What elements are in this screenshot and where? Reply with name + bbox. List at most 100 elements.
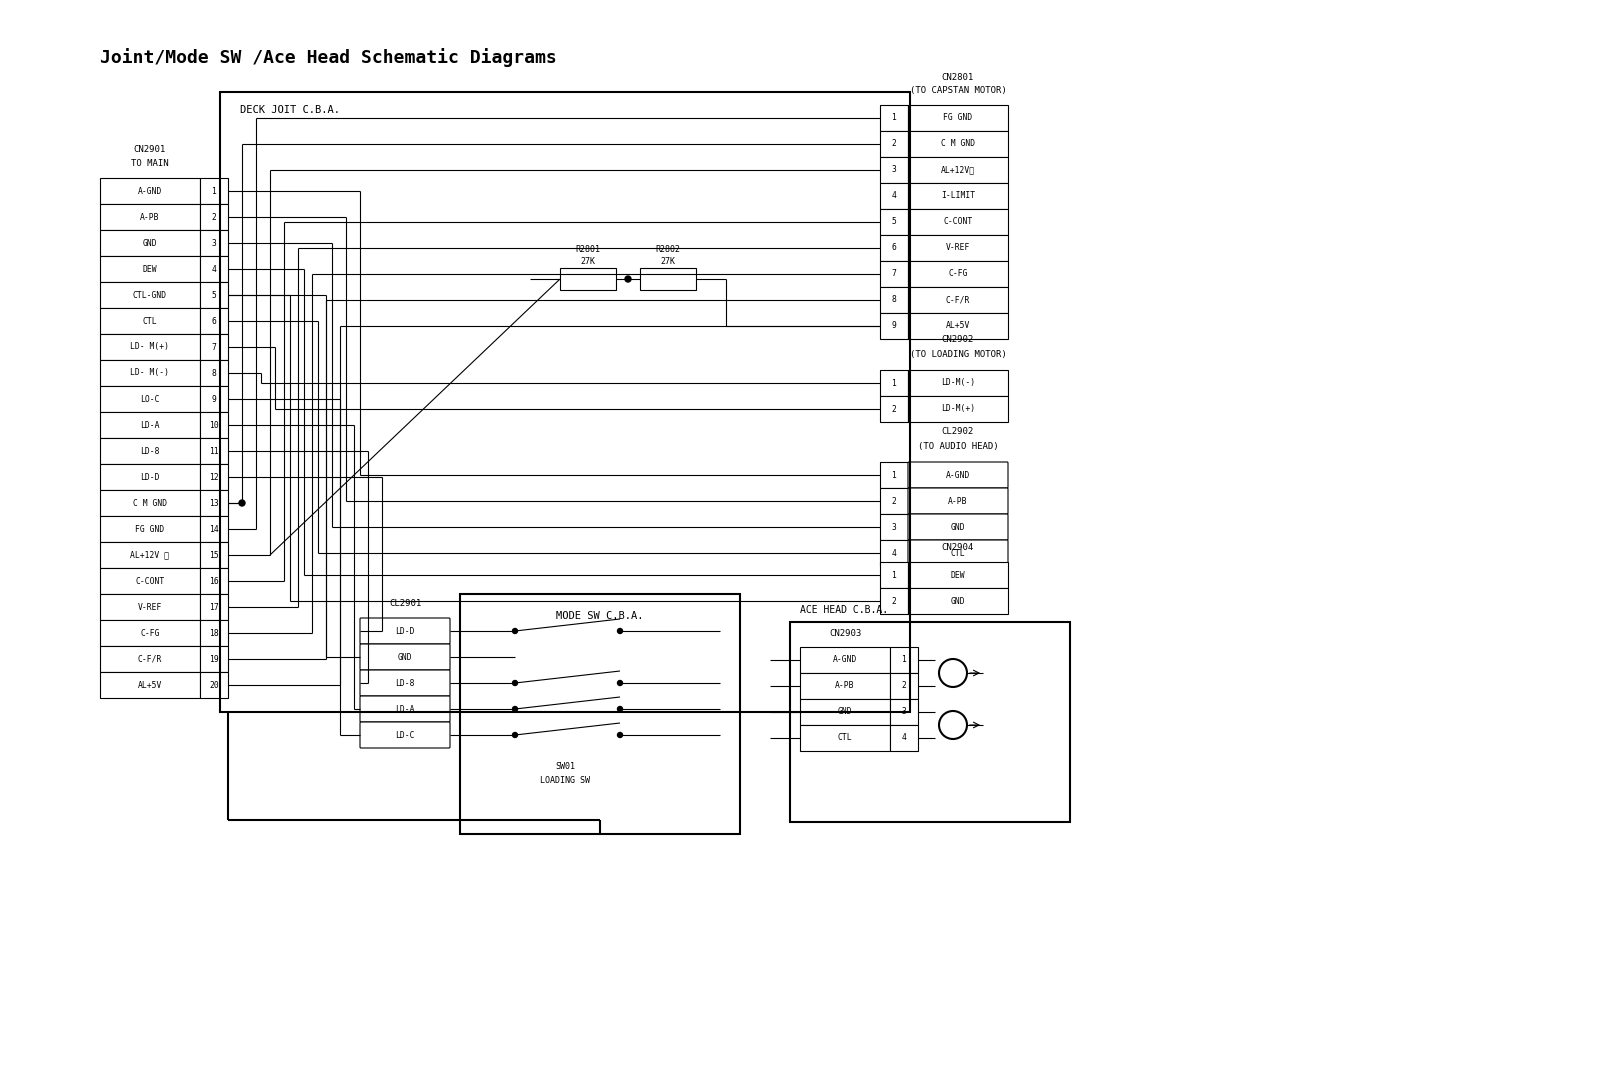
Bar [99,256,200,282]
Circle shape [238,500,245,506]
Bar [99,178,200,204]
Text: C-FG: C-FG [949,270,968,278]
Text: 9: 9 [211,394,216,404]
Text: 4: 4 [891,191,896,201]
Text: 2: 2 [891,497,896,506]
Text: DEW: DEW [142,264,157,273]
Circle shape [939,658,966,687]
Text: C-CONT: C-CONT [136,577,165,585]
Bar [200,438,229,464]
Bar [99,334,200,360]
Bar [99,230,200,256]
Text: LO-C: LO-C [141,394,160,404]
Bar [221,92,910,712]
Bar [99,568,200,594]
Text: CN2801: CN2801 [942,72,974,82]
Bar [200,334,229,360]
Bar [909,235,1008,261]
Text: R2801: R2801 [576,246,600,254]
Bar [200,230,229,256]
Bar [200,620,229,646]
Bar [880,157,909,183]
Bar [909,370,1008,396]
Bar [200,464,229,490]
Bar [880,562,909,587]
Circle shape [512,680,517,686]
Circle shape [618,680,622,686]
Text: LOADING SW: LOADING SW [541,776,590,785]
Text: (TO AUDIO HEAD): (TO AUDIO HEAD) [918,441,998,451]
Bar [99,412,200,438]
Text: I-LIMIT: I-LIMIT [941,191,974,201]
Text: A-PB: A-PB [949,497,968,506]
Text: 2: 2 [891,404,896,414]
Text: AL+5V: AL+5V [946,321,970,331]
Text: C M GND: C M GND [941,140,974,149]
Text: 10: 10 [210,420,219,429]
Bar [99,542,200,568]
Bar [99,646,200,672]
FancyBboxPatch shape [360,644,450,670]
Bar [200,282,229,308]
Bar [880,370,909,396]
Bar [99,517,200,542]
Text: 14: 14 [210,524,219,534]
FancyBboxPatch shape [909,462,1008,488]
Bar [880,462,909,488]
Text: 16: 16 [210,577,219,585]
Bar [880,514,909,541]
Bar [909,157,1008,183]
Bar [880,587,909,614]
Text: AL+5V: AL+5V [138,680,162,689]
Text: V-REF: V-REF [946,244,970,252]
Text: 20: 20 [210,680,219,689]
Bar [909,209,1008,235]
FancyBboxPatch shape [360,670,450,696]
Bar [880,488,909,514]
Text: 5: 5 [891,217,896,226]
Bar [461,594,739,834]
Bar [200,594,229,620]
Bar [99,385,200,412]
Bar [880,261,909,287]
Text: 19: 19 [210,654,219,664]
Text: 5: 5 [211,290,216,299]
Text: AL+12V Ⓜ: AL+12V Ⓜ [131,550,170,559]
FancyBboxPatch shape [909,488,1008,514]
Text: 15: 15 [210,550,219,559]
Bar [200,542,229,568]
Text: CTL: CTL [142,317,157,325]
Bar [99,282,200,308]
Bar [890,725,918,751]
Bar [200,385,229,412]
Bar [909,587,1008,614]
Bar [890,699,918,725]
Text: LD-M(+): LD-M(+) [941,404,974,414]
Text: DECK JOIT C.B.A.: DECK JOIT C.B.A. [240,105,339,115]
Bar [200,204,229,230]
Bar [200,490,229,517]
Bar [200,360,229,385]
Circle shape [939,711,966,739]
Circle shape [618,733,622,737]
Text: LD- M(+): LD- M(+) [131,343,170,352]
Bar [909,562,1008,587]
Bar [790,622,1070,822]
Text: 6: 6 [891,244,896,252]
Circle shape [618,629,622,633]
Bar [99,594,200,620]
Text: LD-A: LD-A [395,704,414,713]
Bar [200,412,229,438]
Bar [880,541,909,566]
Bar [99,464,200,490]
Circle shape [512,707,517,712]
FancyBboxPatch shape [360,722,450,748]
Text: 3: 3 [211,238,216,248]
Text: 2: 2 [901,681,907,690]
Bar [800,673,890,699]
Text: FG GND: FG GND [944,114,973,122]
Text: 1: 1 [891,471,896,479]
Bar [909,183,1008,209]
Bar [200,178,229,204]
FancyBboxPatch shape [360,618,450,644]
